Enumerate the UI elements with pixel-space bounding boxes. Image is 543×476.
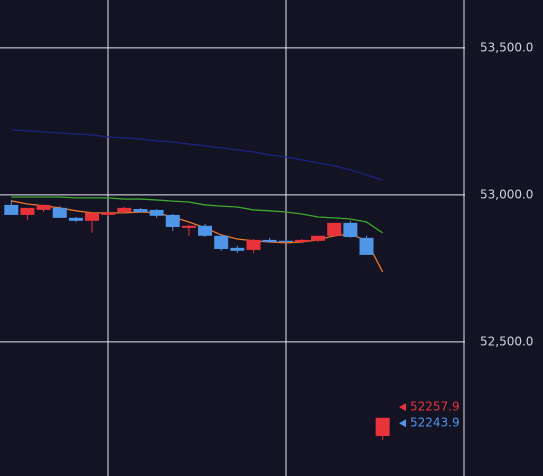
candle-body — [198, 225, 213, 236]
candle-body — [149, 209, 164, 216]
price-label: 52243.9 — [410, 416, 460, 430]
candle-body — [101, 212, 116, 215]
candle-body — [343, 222, 358, 237]
candle-body — [246, 239, 261, 250]
candle-body — [262, 239, 277, 242]
candle-body — [117, 207, 132, 212]
moving-average-line — [11, 196, 384, 234]
candle-body — [278, 240, 293, 242]
price-label: 52257.9 — [410, 400, 460, 414]
price-marker — [399, 403, 406, 412]
y-tick-label: 53,500.0 — [480, 40, 533, 54]
candle-body — [214, 235, 229, 250]
candle-body — [311, 235, 326, 241]
candle-body — [181, 225, 196, 228]
candle-body — [36, 204, 51, 210]
candle-body — [20, 207, 35, 215]
candle-body — [68, 217, 83, 221]
candle-body — [294, 239, 309, 242]
candle-body — [375, 417, 390, 437]
candle-body — [359, 237, 374, 255]
price-marker — [399, 419, 406, 428]
candle-body — [133, 209, 148, 212]
y-tick-label: 53,000.0 — [480, 187, 533, 201]
candle-body — [52, 207, 67, 218]
y-tick-label: 52,500.0 — [480, 334, 533, 348]
candle-body — [165, 214, 180, 227]
candle-body — [85, 212, 100, 221]
moving-average-line — [11, 129, 383, 181]
candle-body — [4, 204, 19, 215]
candle-body — [230, 247, 245, 251]
candle-body — [327, 222, 342, 236]
